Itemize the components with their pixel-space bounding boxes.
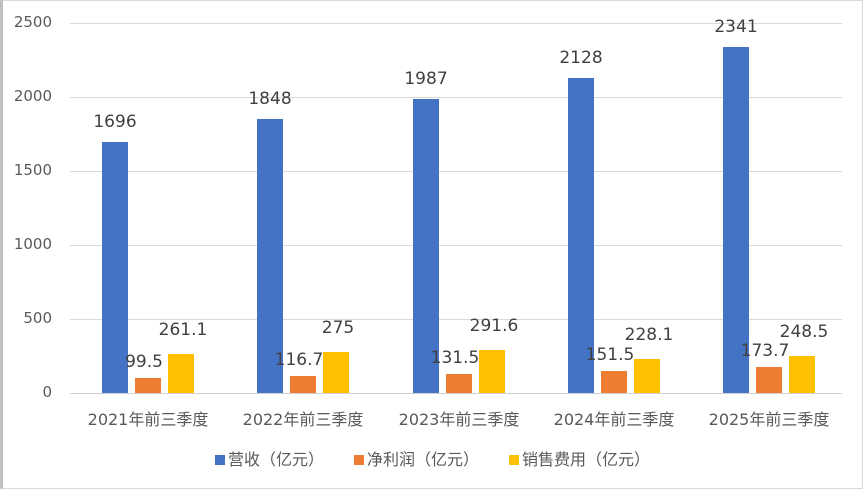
y-tick-label: 0 [42,383,52,401]
y-tick-label: 1500 [13,161,52,179]
bar-net-profit [135,378,161,393]
legend-swatch-icon [509,455,519,465]
data-label: 261.1 [158,320,208,340]
legend-label: 销售费用（亿元） [522,450,651,469]
legend-item: 销售费用（亿元） [509,446,650,470]
x-category-label: 2025年前三季度 [708,410,830,429]
data-label: 131.5 [430,348,480,368]
gridline [70,245,842,246]
gridline [70,23,842,24]
bar-revenue [102,142,128,393]
data-label: 248.5 [779,322,829,342]
y-tick-label: 500 [23,309,52,327]
y-tick-label: 2000 [13,87,52,105]
legend-label: 营收（亿元） [227,450,324,469]
data-label: 2341 [714,17,758,37]
gridline [70,97,842,98]
legend: 营收（亿元） 净利润（亿元） 销售费用（亿元） [0,446,865,470]
data-label: 151.5 [585,345,635,365]
data-label: 228.1 [624,325,674,345]
gridline [70,319,842,320]
bar-revenue [723,47,749,393]
bar-sales-expense [168,354,194,393]
legend-label: 净利润（亿元） [366,450,479,469]
bar-sales-expense [323,352,349,393]
legend-item: 净利润（亿元） [353,446,479,470]
bar-revenue [257,119,283,393]
data-label: 173.7 [740,341,790,361]
data-label: 1696 [93,112,137,132]
data-label: 116.7 [274,350,324,370]
gridline [70,171,842,172]
x-category-label: 2024年前三季度 [553,410,675,429]
bar-revenue [568,78,594,393]
x-category-label: 2023年前三季度 [398,410,520,429]
y-tick-label: 1000 [13,235,52,253]
bar-net-profit [446,374,472,393]
data-label: 99.5 [125,352,163,372]
data-label: 291.6 [469,316,519,336]
bar-sales-expense [789,356,815,393]
bar-net-profit [756,367,782,393]
bar-net-profit [601,371,627,393]
x-category-label: 2022年前三季度 [242,410,364,429]
legend-item: 营收（亿元） [214,446,324,470]
data-label: 275 [321,318,355,338]
legend-swatch-icon [214,455,225,465]
data-label: 2128 [559,48,603,68]
x-axis-line [70,393,842,394]
data-label: 1987 [404,69,448,89]
data-label: 1848 [248,89,292,109]
x-category-label: 2021年前三季度 [87,410,209,429]
bar-net-profit [290,376,316,393]
legend-swatch-icon [353,455,364,465]
y-tick-label: 2500 [13,13,52,31]
bar-sales-expense [479,350,505,393]
bar-sales-expense [634,359,660,393]
bar-revenue [413,99,439,393]
